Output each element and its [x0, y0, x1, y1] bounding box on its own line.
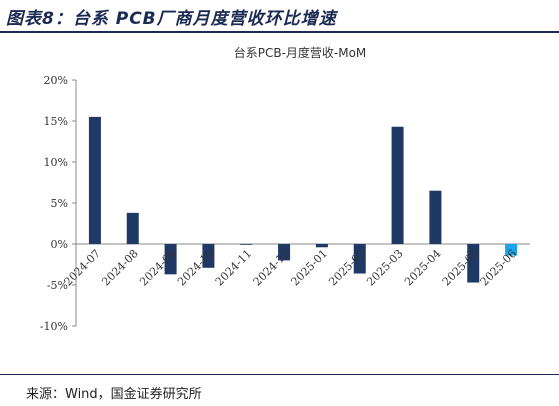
y-tick-label: -5%	[47, 279, 68, 292]
y-tick-label: -10%	[40, 320, 68, 333]
figure-title: 图表8：台系 PCB厂商月度营收环比增速	[6, 9, 337, 29]
x-tick-label: 2024-08	[99, 247, 141, 289]
y-tick-label: 0%	[51, 238, 68, 251]
x-tick-label: 2024-11	[213, 247, 255, 289]
bar-2024-12	[278, 244, 291, 261]
bar-2024-09	[164, 244, 177, 275]
y-tick-label: 15%	[44, 115, 68, 128]
bar-2024-07	[88, 116, 101, 244]
bar-2025-03	[391, 126, 404, 244]
bar-2024-11	[240, 244, 253, 245]
x-tick-label: 2024-07	[62, 247, 104, 289]
x-tick-label: 2025-06	[478, 247, 520, 289]
bar-2024-10	[202, 244, 215, 268]
bar-2025-06	[505, 244, 518, 256]
x-tick-label: 2025-01	[289, 247, 331, 289]
bar-2025-02	[353, 244, 366, 274]
top-rule	[0, 31, 559, 33]
y-tick-label: 5%	[51, 197, 68, 210]
source-note: 来源：Wind，国金证券研究所	[26, 387, 202, 402]
x-axis-labels: 2024-072024-082024-092024-102024-112024-…	[62, 247, 520, 289]
y-tick-label: 20%	[44, 74, 68, 87]
bar-2025-01	[315, 244, 328, 248]
bar-2025-04	[429, 190, 442, 244]
bars	[88, 116, 518, 283]
bar-2024-08	[126, 212, 139, 244]
bar-2025-05	[467, 244, 480, 283]
x-tick-label: 2025-04	[402, 247, 444, 289]
y-tick-label: 10%	[44, 156, 68, 169]
bar-chart: 台系PCB-月度营收-MoM 20% 15% 10% 5% 0% -5% -10% 2024…	[40, 45, 530, 333]
chart-title: 台系PCB-月度营收-MoM	[234, 45, 367, 60]
bottom-rule	[0, 374, 559, 375]
x-tick-label: 2024-12	[251, 247, 293, 289]
x-tick-label: 2025-03	[364, 247, 406, 289]
y-axis: 20% 15% 10% 5% 0% -5% -10%	[40, 74, 530, 333]
